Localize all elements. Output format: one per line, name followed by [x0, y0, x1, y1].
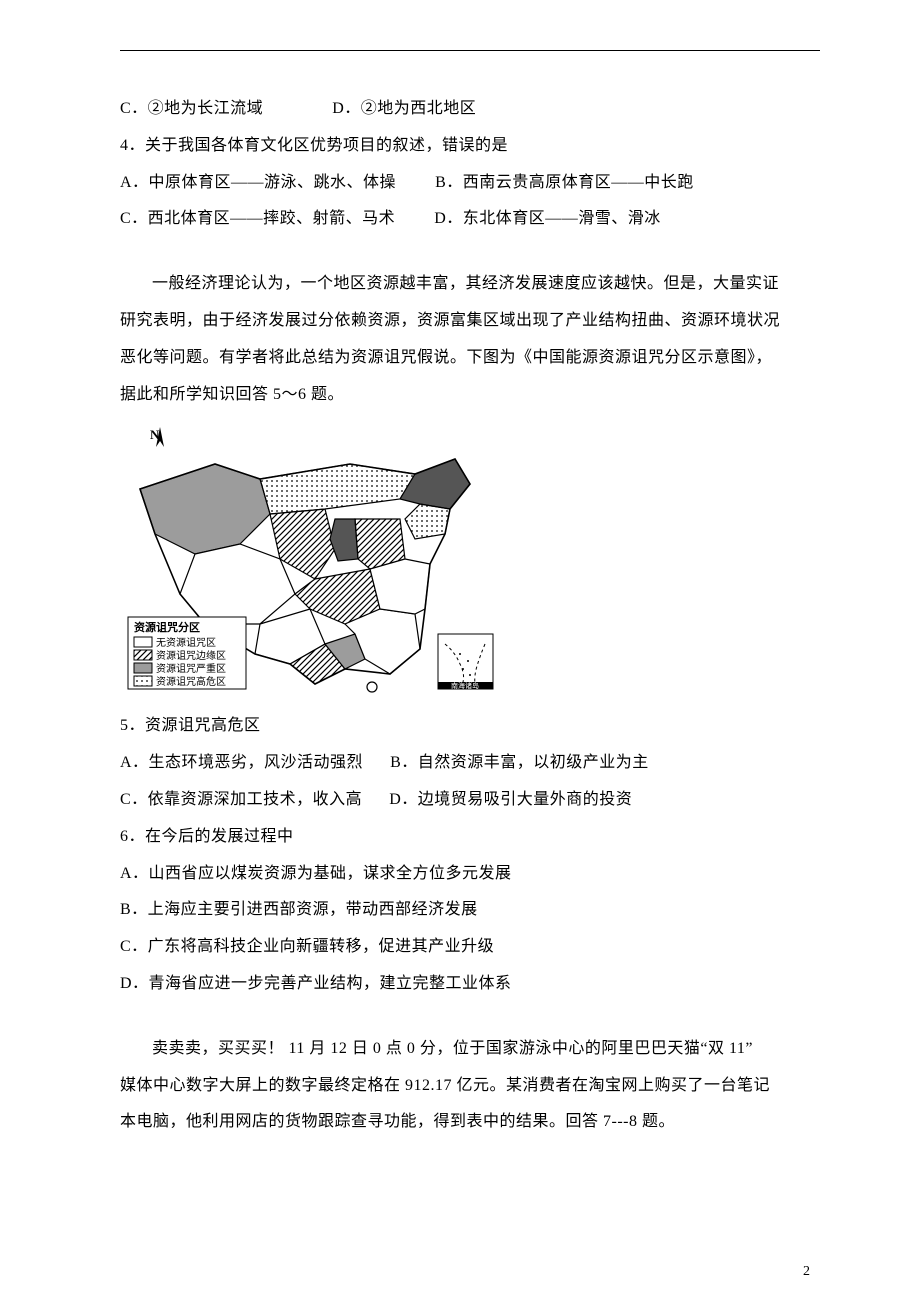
q4-options-cd: C．西北体育区——摔跤、射箭、马术 D．东北体育区——滑雪、滑冰 — [120, 201, 820, 238]
q4-opt-b: B．西南云贵高原体育区——中长跑 — [435, 165, 694, 202]
passage56-l4: 据此和所学知识回答 5～6 题。 — [120, 377, 820, 414]
q5-options-ab: A．生态环境恶劣，风沙活动强烈 B．自然资源丰富，以初级产业为主 — [120, 745, 820, 782]
map-svg: N — [120, 419, 500, 699]
passage78-l3: 本电脑，他利用网店的货物跟踪查寻功能，得到表中的结果。回答 7---8 题。 — [120, 1104, 820, 1141]
q3-options-cd: C．②地为长江流域 D．②地为西北地区 — [120, 91, 820, 128]
legend-item-2: 资源诅咒严重区 — [156, 662, 226, 675]
passage78-l1: 卖卖卖，买买买！ 11 月 12 日 0 点 0 分，位于国家游泳中心的阿里巴巴… — [120, 1031, 820, 1068]
china-resource-curse-map: N — [120, 419, 820, 704]
q5-opt-d: D．边境贸易吸引大量外商的投资 — [389, 782, 632, 819]
legend-item-0: 无资源诅咒区 — [156, 636, 216, 649]
legend-item-1: 资源诅咒边缘区 — [156, 649, 226, 662]
q6-opt-b: B．上海应主要引进西部资源，带动西部经济发展 — [120, 892, 820, 929]
q6-opt-d: D．青海省应进一步完善产业结构，建立完整工业体系 — [120, 966, 820, 1003]
passage56-l1: 一般经济理论认为，一个地区资源越丰富，其经济发展速度应该越快。但是，大量实证 — [120, 266, 820, 303]
q3-opt-c: C．②地为长江流域 — [120, 91, 263, 128]
inset-label: 南海诸岛 — [451, 681, 479, 690]
passage56-l2: 研究表明，由于经济发展过分依赖资源，资源富集区域出现了产业结构扭曲、资源环境状况 — [120, 303, 820, 340]
q4-stem: 4．关于我国各体育文化区优势项目的叙述，错误的是 — [120, 128, 820, 165]
page-number: 2 — [803, 1264, 810, 1280]
top-rule — [120, 50, 820, 51]
q5-stem: 5．资源诅咒高危区 — [120, 708, 820, 745]
q5-opt-a: A．生态环境恶劣，风沙活动强烈 — [120, 745, 363, 782]
passage56-l3: 恶化等问题。有学者将此总结为资源诅咒假说。下图为《中国能源资源诅咒分区示意图》， — [120, 340, 820, 377]
q6-opt-a: A．山西省应以煤炭资源为基础，谋求全方位多元发展 — [120, 856, 820, 893]
q5-opt-b: B．自然资源丰富，以初级产业为主 — [390, 745, 649, 782]
q4-opt-d: D．东北体育区——滑雪、滑冰 — [434, 201, 661, 238]
legend-item-3: 资源诅咒高危区 — [156, 675, 226, 688]
north-arrow-icon: N — [150, 427, 164, 447]
q4-opt-c: C．西北体育区——摔跤、射箭、马术 — [120, 201, 395, 238]
q5-options-cd: C．依靠资源深加工技术，收入高 D．边境贸易吸引大量外商的投资 — [120, 782, 820, 819]
passage78-l2: 媒体中心数字大屏上的数字最终定格在 912.17 亿元。某消费者在淘宝网上购买了… — [120, 1068, 820, 1105]
q3-opt-d: D．②地为西北地区 — [332, 91, 476, 128]
south-sea-inset: 南海诸岛 — [438, 634, 493, 690]
q4-opt-a: A．中原体育区——游泳、跳水、体操 — [120, 165, 396, 202]
q4-options-ab: A．中原体育区——游泳、跳水、体操 B．西南云贵高原体育区——中长跑 — [120, 165, 820, 202]
q5-opt-c: C．依靠资源深加工技术，收入高 — [120, 782, 362, 819]
q6-opt-c: C．广东将高科技企业向新疆转移，促进其产业升级 — [120, 929, 820, 966]
map-legend: 资源诅咒分区 无资源诅咒区 资源诅咒边缘区 资源诅咒严重区 资源诅咒高危区 — [128, 617, 246, 689]
q6-stem: 6．在今后的发展过程中 — [120, 819, 820, 856]
legend-title: 资源诅咒分区 — [134, 620, 200, 634]
